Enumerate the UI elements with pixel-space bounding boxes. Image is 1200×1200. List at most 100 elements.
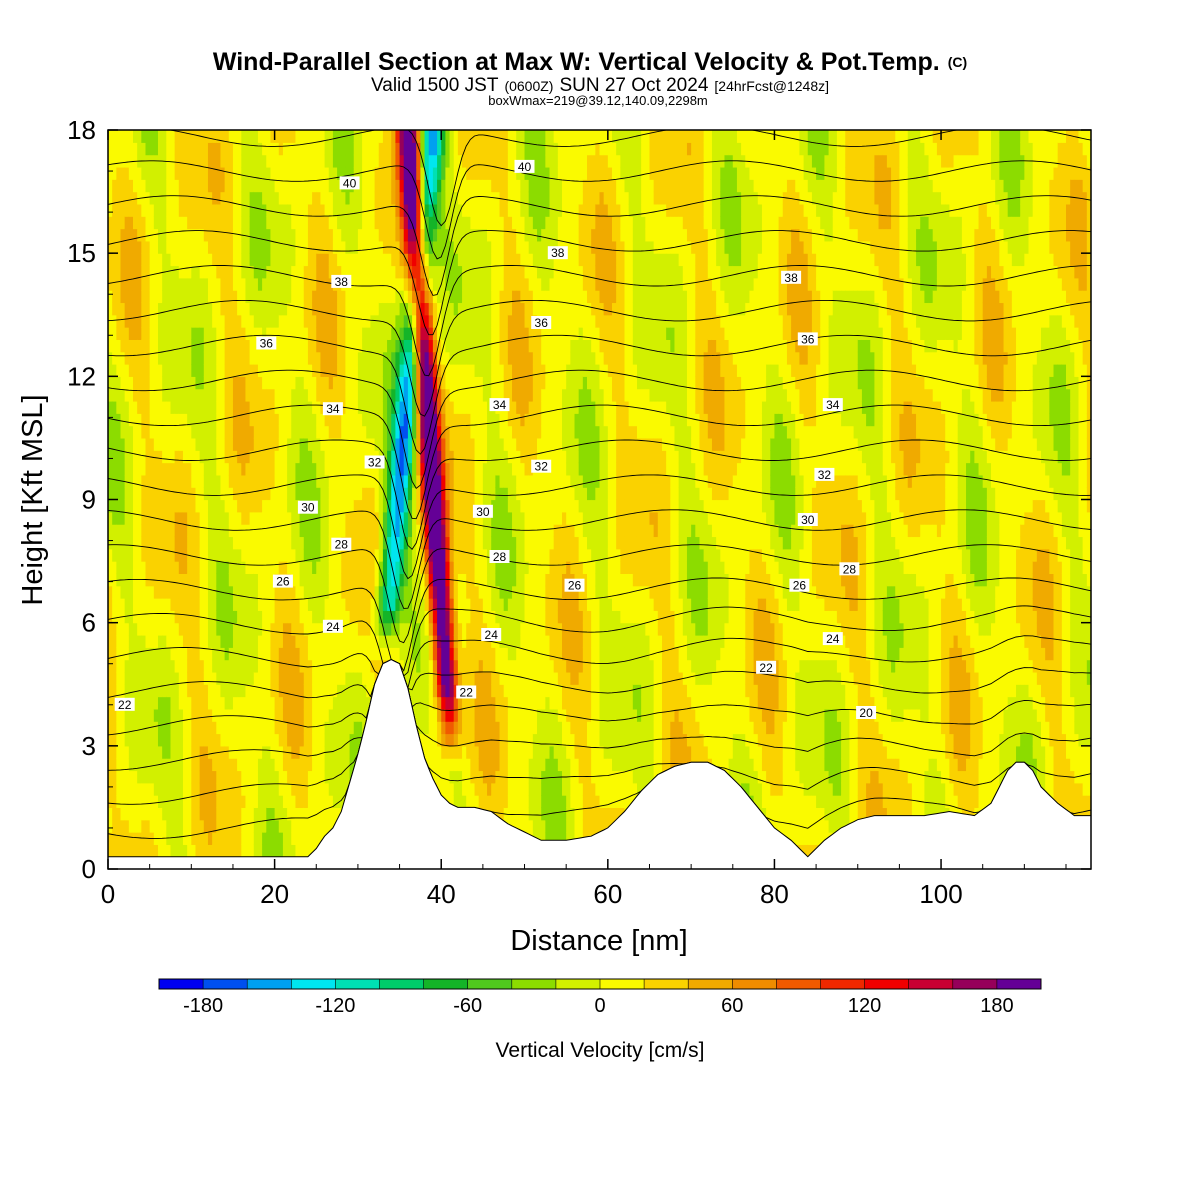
- velocity-cell: [445, 314, 451, 328]
- velocity-cell: [387, 585, 392, 599]
- velocity-cell: [412, 290, 417, 304]
- velocity-cell: [132, 425, 138, 439]
- velocity-cell: [128, 844, 134, 858]
- velocity-cell: [345, 499, 351, 513]
- velocity-cell: [432, 253, 438, 267]
- velocity-cell: [274, 745, 280, 759]
- velocity-cell: [366, 561, 372, 574]
- velocity-cell: [174, 647, 180, 661]
- velocity-cell: [237, 548, 242, 562]
- velocity-cell: [312, 179, 317, 193]
- velocity-cell: [199, 671, 205, 685]
- velocity-cell: [157, 339, 163, 353]
- velocity-cell: [203, 536, 209, 550]
- velocity-cell: [228, 216, 234, 230]
- velocity-cell: [370, 364, 376, 377]
- velocity-cell: [391, 450, 397, 464]
- velocity-cell: [391, 142, 397, 156]
- velocity-cell: [278, 610, 284, 624]
- velocity-cell: [182, 130, 188, 143]
- velocity-cell: [228, 844, 234, 858]
- velocity-cell: [212, 400, 217, 414]
- velocity-cell: [224, 610, 230, 624]
- velocity-cell: [403, 585, 409, 599]
- velocity-cell: [341, 364, 347, 377]
- velocity-cell: [299, 376, 305, 390]
- velocity-cell: [112, 622, 117, 636]
- velocity-cell: [241, 659, 247, 673]
- velocity-cell: [382, 634, 388, 648]
- velocity-cell: [357, 327, 363, 340]
- velocity-cell: [224, 142, 230, 156]
- velocity-cell: [257, 413, 263, 427]
- velocity-cell: [166, 696, 172, 710]
- velocity-cell: [412, 499, 417, 513]
- velocity-cell: [224, 166, 230, 180]
- velocity-cell: [187, 745, 192, 759]
- velocity-cell: [228, 462, 234, 476]
- velocity-cell: [137, 364, 142, 377]
- velocity-cell: [274, 536, 280, 550]
- velocity-cell: [249, 733, 255, 747]
- velocity-cell: [174, 487, 180, 501]
- velocity-cell: [170, 795, 176, 809]
- velocity-cell: [295, 684, 301, 698]
- velocity-cell: [157, 425, 163, 439]
- velocity-cell: [112, 462, 117, 476]
- velocity-cell: [170, 819, 176, 833]
- velocity-cell: [112, 536, 117, 550]
- velocity-cell: [303, 142, 309, 156]
- velocity-cell: [116, 561, 122, 574]
- velocity-cell: [328, 376, 334, 390]
- velocity-cell: [307, 721, 313, 735]
- velocity-cell: [178, 671, 184, 685]
- velocity-cell: [149, 647, 155, 661]
- velocity-cell: [228, 142, 234, 156]
- velocity-cell: [449, 277, 455, 291]
- velocity-cell: [424, 733, 430, 747]
- velocity-cell: [141, 671, 147, 685]
- velocity-cell: [282, 388, 288, 402]
- velocity-cell: [220, 450, 226, 464]
- velocity-cell: [337, 807, 342, 821]
- velocity-cell: [324, 191, 330, 205]
- velocity-cell: [324, 659, 330, 673]
- velocity-cell: [170, 216, 176, 230]
- velocity-cell: [232, 277, 238, 291]
- velocity-cell: [312, 450, 317, 464]
- velocity-cell: [237, 598, 242, 611]
- velocity-cell: [124, 832, 130, 845]
- velocity-cell: [282, 166, 288, 180]
- velocity-cell: [424, 130, 430, 143]
- velocity-cell: [312, 351, 317, 365]
- velocity-cell: [149, 548, 155, 562]
- velocity-cell: [424, 154, 430, 168]
- velocity-cell: [141, 130, 147, 143]
- velocity-cell: [312, 413, 317, 427]
- velocity-cell: [357, 400, 363, 414]
- velocity-cell: [282, 179, 288, 193]
- velocity-cell: [124, 228, 130, 242]
- velocity-cell: [291, 277, 297, 291]
- velocity-cell: [420, 327, 426, 340]
- velocity-cell: [303, 536, 309, 550]
- velocity-cell: [237, 462, 242, 476]
- velocity-cell: [262, 302, 267, 316]
- velocity-cell: [270, 474, 276, 488]
- velocity-cell: [187, 314, 192, 328]
- velocity-cell: [416, 610, 421, 624]
- velocity-cell: [241, 253, 247, 267]
- velocity-cell: [399, 327, 405, 340]
- velocity-cell: [237, 240, 242, 254]
- velocity-cell: [191, 364, 197, 377]
- velocity-cell: [157, 364, 163, 377]
- velocity-cell: [424, 561, 430, 574]
- velocity-cell: [203, 154, 209, 168]
- velocity-cell: [270, 228, 276, 242]
- velocity-cell: [324, 203, 330, 217]
- velocity-cell: [207, 647, 213, 661]
- velocity-cell: [132, 265, 138, 279]
- velocity-cell: [182, 302, 188, 316]
- velocity-cell: [191, 745, 197, 759]
- velocity-cell: [224, 819, 230, 833]
